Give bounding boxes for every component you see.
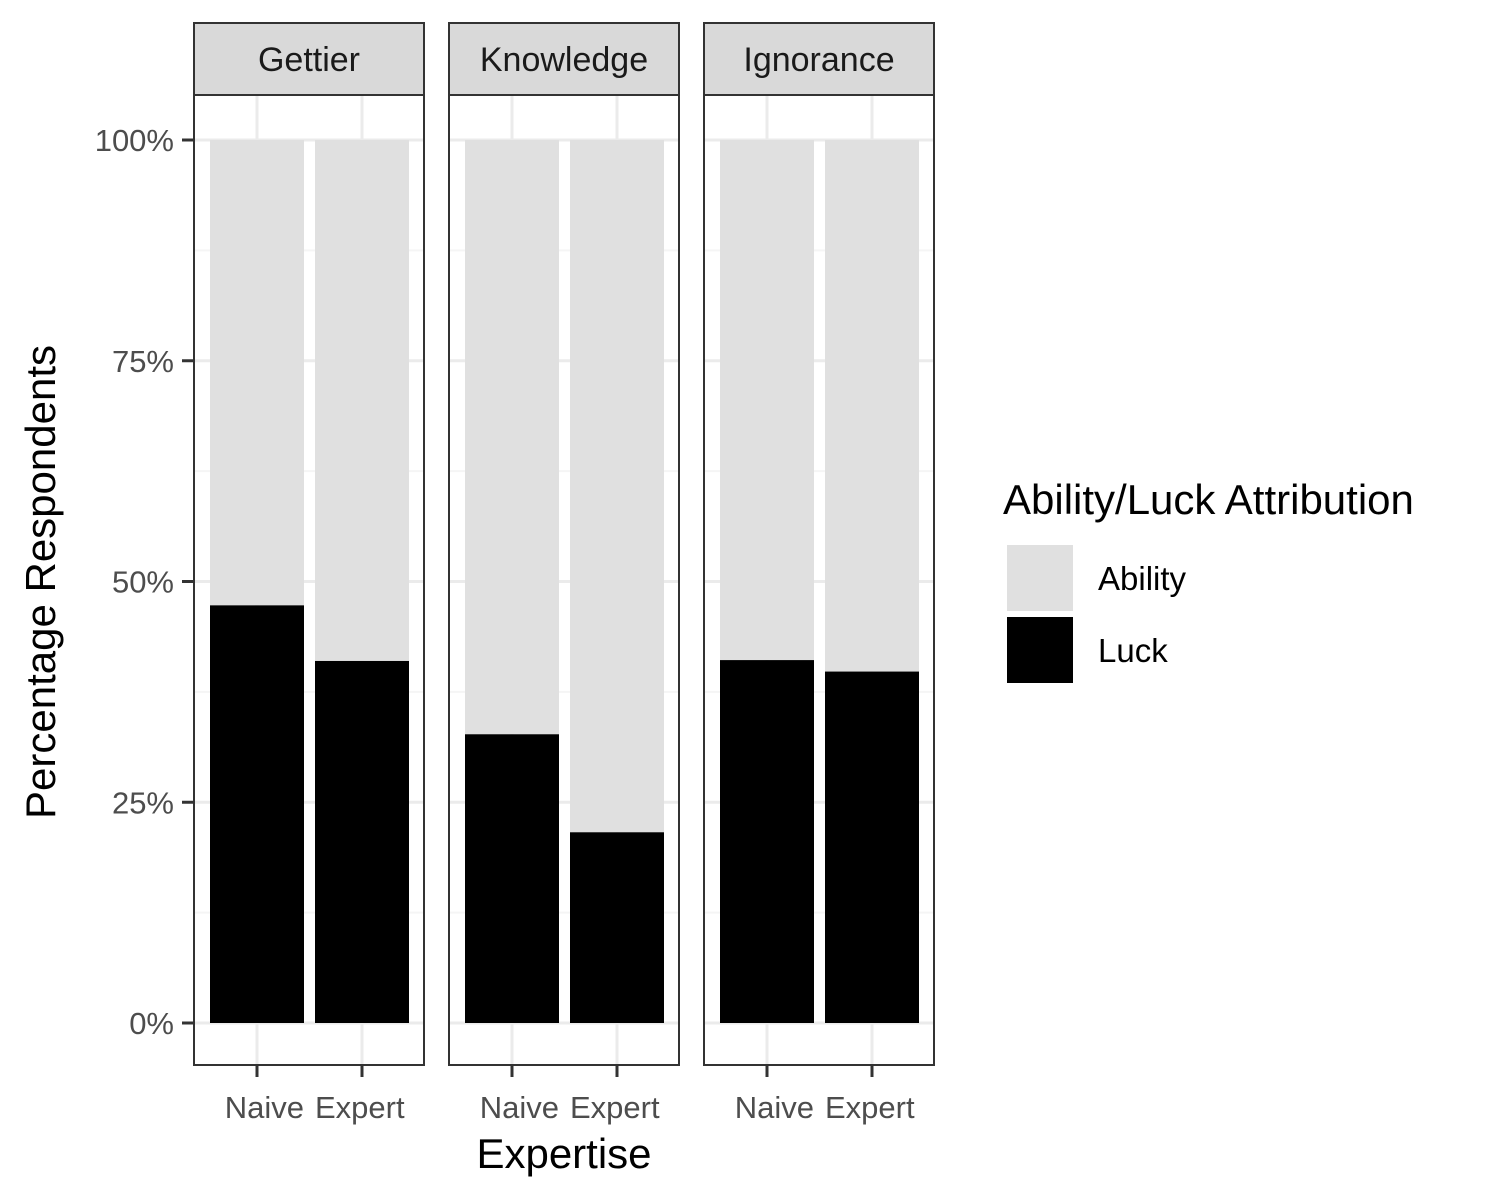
facet-strip — [193, 22, 425, 96]
legend: Ability/Luck Attribution Ability Luck — [1003, 476, 1414, 683]
facet-knowledge: Naive Expert Knowledge — [448, 22, 680, 1125]
x-axis-title: Expertise — [476, 1130, 651, 1177]
x-tick-label: Expert — [825, 1090, 915, 1125]
bar-gettier-naive-luck — [210, 605, 304, 1023]
y-tick-label: 25% — [112, 785, 174, 820]
legend-key-luck — [1007, 617, 1073, 683]
x-tick-label: Expert — [570, 1090, 660, 1125]
legend-title: Ability/Luck Attribution — [1003, 476, 1414, 523]
bar-gettier-expert-luck — [315, 660, 409, 1023]
bar-gettier-expert-ability — [315, 140, 409, 661]
facet-strip-label: Ignorance — [743, 41, 894, 79]
bar-ignorance-naive-luck — [720, 660, 814, 1023]
bar-ignorance-naive-ability — [720, 140, 814, 661]
x-tick-label: Naive — [225, 1090, 304, 1125]
y-axis: 0% 25% 50% 75% 100% — [95, 123, 194, 1041]
facet-strip — [448, 22, 680, 96]
y-axis-title: Percentage Respondents — [17, 345, 64, 819]
x-tick-label: Naive — [480, 1090, 559, 1125]
facet-strip-label: Gettier — [258, 41, 360, 79]
bar-knowledge-expert-ability — [570, 140, 664, 833]
facet-strip-label: Knowledge — [480, 41, 648, 79]
legend-label-ability: Ability — [1098, 560, 1187, 597]
bar-ignorance-expert-luck — [825, 671, 919, 1023]
y-tick-label: 100% — [95, 123, 174, 158]
facet-ignorance: Naive Expert Ignorance — [703, 22, 935, 1125]
y-tick-label: 75% — [112, 344, 174, 379]
legend-entries: Ability Luck — [1007, 545, 1187, 683]
bar-knowledge-naive-luck — [465, 734, 559, 1023]
bar-ignorance-expert-ability — [825, 140, 919, 672]
bar-gettier-naive-ability — [210, 140, 304, 606]
facet-strip — [703, 22, 935, 96]
legend-label-luck: Luck — [1098, 632, 1168, 669]
legend-key-ability — [1007, 545, 1073, 611]
y-tick-label: 0% — [129, 1006, 174, 1041]
bar-knowledge-naive-ability — [465, 140, 559, 735]
y-tick-label: 50% — [112, 565, 174, 600]
bar-knowledge-expert-luck — [570, 832, 664, 1023]
x-tick-label: Naive — [735, 1090, 814, 1125]
facet-gettier: Naive Expert Gettier — [193, 22, 425, 1125]
x-tick-label: Expert — [315, 1090, 405, 1125]
